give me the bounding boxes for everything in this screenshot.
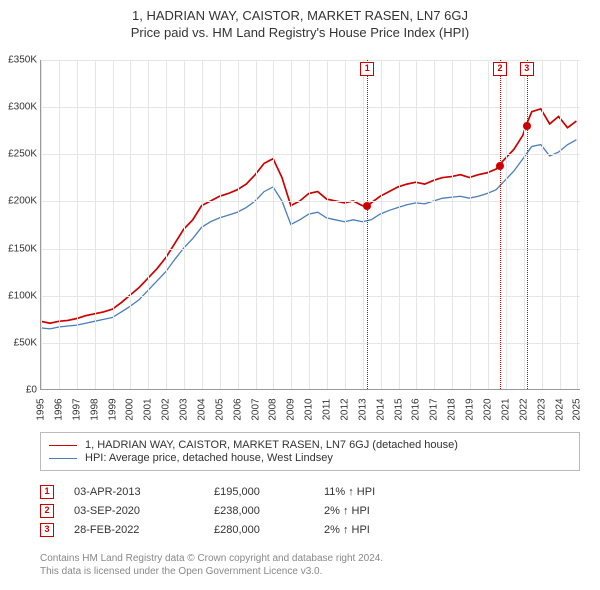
x-tick-label: 2019 — [465, 398, 476, 420]
y-tick-label: £0 — [1, 385, 37, 396]
sales-delta: 11% ↑ HPI — [324, 486, 434, 498]
legend-swatch-price-paid — [49, 445, 77, 446]
sales-badge: 1 — [40, 485, 54, 499]
sales-date: 03-SEP-2020 — [74, 505, 214, 517]
x-tick-label: 2014 — [375, 398, 386, 420]
footer: Contains HM Land Registry data © Crown c… — [40, 552, 383, 578]
y-tick-label: £250K — [1, 149, 37, 160]
x-tick-label: 2000 — [125, 398, 136, 420]
sale-marker-box: 2 — [493, 62, 507, 76]
x-tick-label: 2017 — [429, 398, 440, 420]
legend-label-hpi: HPI: Average price, detached house, West… — [85, 452, 333, 464]
x-tick-label: 2018 — [447, 398, 458, 420]
footer-line2: This data is licensed under the Open Gov… — [40, 565, 383, 578]
x-tick-label: 2005 — [214, 398, 225, 420]
sales-price: £280,000 — [214, 524, 324, 536]
chart-container: 1, HADRIAN WAY, CAISTOR, MARKET RASEN, L… — [0, 0, 600, 590]
x-tick-label: 2004 — [196, 398, 207, 420]
x-tick-label: 1995 — [36, 398, 47, 420]
x-tick-label: 1996 — [53, 398, 64, 420]
x-tick-label: 2015 — [393, 398, 404, 420]
x-tick-label: 2012 — [339, 398, 350, 420]
legend-row: 1, HADRIAN WAY, CAISTOR, MARKET RASEN, L… — [49, 439, 571, 451]
sales-row: 2 03-SEP-2020 £238,000 2% ↑ HPI — [40, 504, 580, 518]
titles: 1, HADRIAN WAY, CAISTOR, MARKET RASEN, L… — [0, 0, 600, 40]
sales-delta: 2% ↑ HPI — [324, 524, 434, 536]
sales-delta: 2% ↑ HPI — [324, 505, 434, 517]
title-main: 1, HADRIAN WAY, CAISTOR, MARKET RASEN, L… — [0, 8, 600, 23]
x-tick-label: 2007 — [250, 398, 261, 420]
y-tick-label: £300K — [1, 102, 37, 113]
legend-row: HPI: Average price, detached house, West… — [49, 452, 571, 464]
y-tick-label: £100K — [1, 290, 37, 301]
y-tick-label: £350K — [1, 55, 37, 66]
sales-date: 28-FEB-2022 — [74, 524, 214, 536]
x-tick-label: 2023 — [536, 398, 547, 420]
y-tick-label: £150K — [1, 243, 37, 254]
title-sub: Price paid vs. HM Land Registry's House … — [0, 25, 600, 40]
y-tick-label: £200K — [1, 196, 37, 207]
sales-badge: 2 — [40, 504, 54, 518]
x-tick-label: 2022 — [518, 398, 529, 420]
sales-row: 1 03-APR-2013 £195,000 11% ↑ HPI — [40, 485, 580, 499]
sales-price: £238,000 — [214, 505, 324, 517]
x-tick-label: 2013 — [357, 398, 368, 420]
legend-label-price-paid: 1, HADRIAN WAY, CAISTOR, MARKET RASEN, L… — [85, 439, 458, 451]
x-tick-label: 2011 — [322, 399, 333, 421]
x-tick-label: 2008 — [268, 398, 279, 420]
footer-line1: Contains HM Land Registry data © Crown c… — [40, 552, 383, 565]
x-tick-label: 2016 — [411, 398, 422, 420]
sale-marker-box: 1 — [360, 62, 374, 76]
chart-area: £0£50K£100K£150K£200K£250K£300K£350K1995… — [40, 60, 580, 390]
sales-price: £195,000 — [214, 486, 324, 498]
legend-swatch-hpi — [49, 458, 77, 459]
sale-marker-box: 3 — [520, 62, 534, 76]
x-tick-label: 2009 — [286, 398, 297, 420]
x-tick-label: 2006 — [232, 398, 243, 420]
x-tick-label: 2010 — [304, 398, 315, 420]
x-tick-label: 2021 — [500, 398, 511, 420]
sales-badge: 3 — [40, 523, 54, 537]
x-tick-label: 2003 — [179, 398, 190, 420]
x-tick-label: 2024 — [554, 398, 565, 420]
y-tick-label: £50K — [1, 337, 37, 348]
sales-date: 03-APR-2013 — [74, 486, 214, 498]
sale-dot — [363, 202, 371, 210]
x-tick-label: 2020 — [483, 398, 494, 420]
x-tick-label: 2025 — [572, 398, 583, 420]
x-tick-label: 1998 — [89, 398, 100, 420]
sales-table: 1 03-APR-2013 £195,000 11% ↑ HPI 2 03-SE… — [40, 480, 580, 542]
sale-dot — [496, 162, 504, 170]
sale-dot — [523, 122, 531, 130]
x-tick-label: 2002 — [161, 398, 172, 420]
sales-row: 3 28-FEB-2022 £280,000 2% ↑ HPI — [40, 523, 580, 537]
legend: 1, HADRIAN WAY, CAISTOR, MARKET RASEN, L… — [40, 432, 580, 471]
x-tick-label: 1997 — [71, 398, 82, 420]
x-tick-label: 2001 — [143, 398, 154, 420]
x-tick-label: 1999 — [107, 398, 118, 420]
